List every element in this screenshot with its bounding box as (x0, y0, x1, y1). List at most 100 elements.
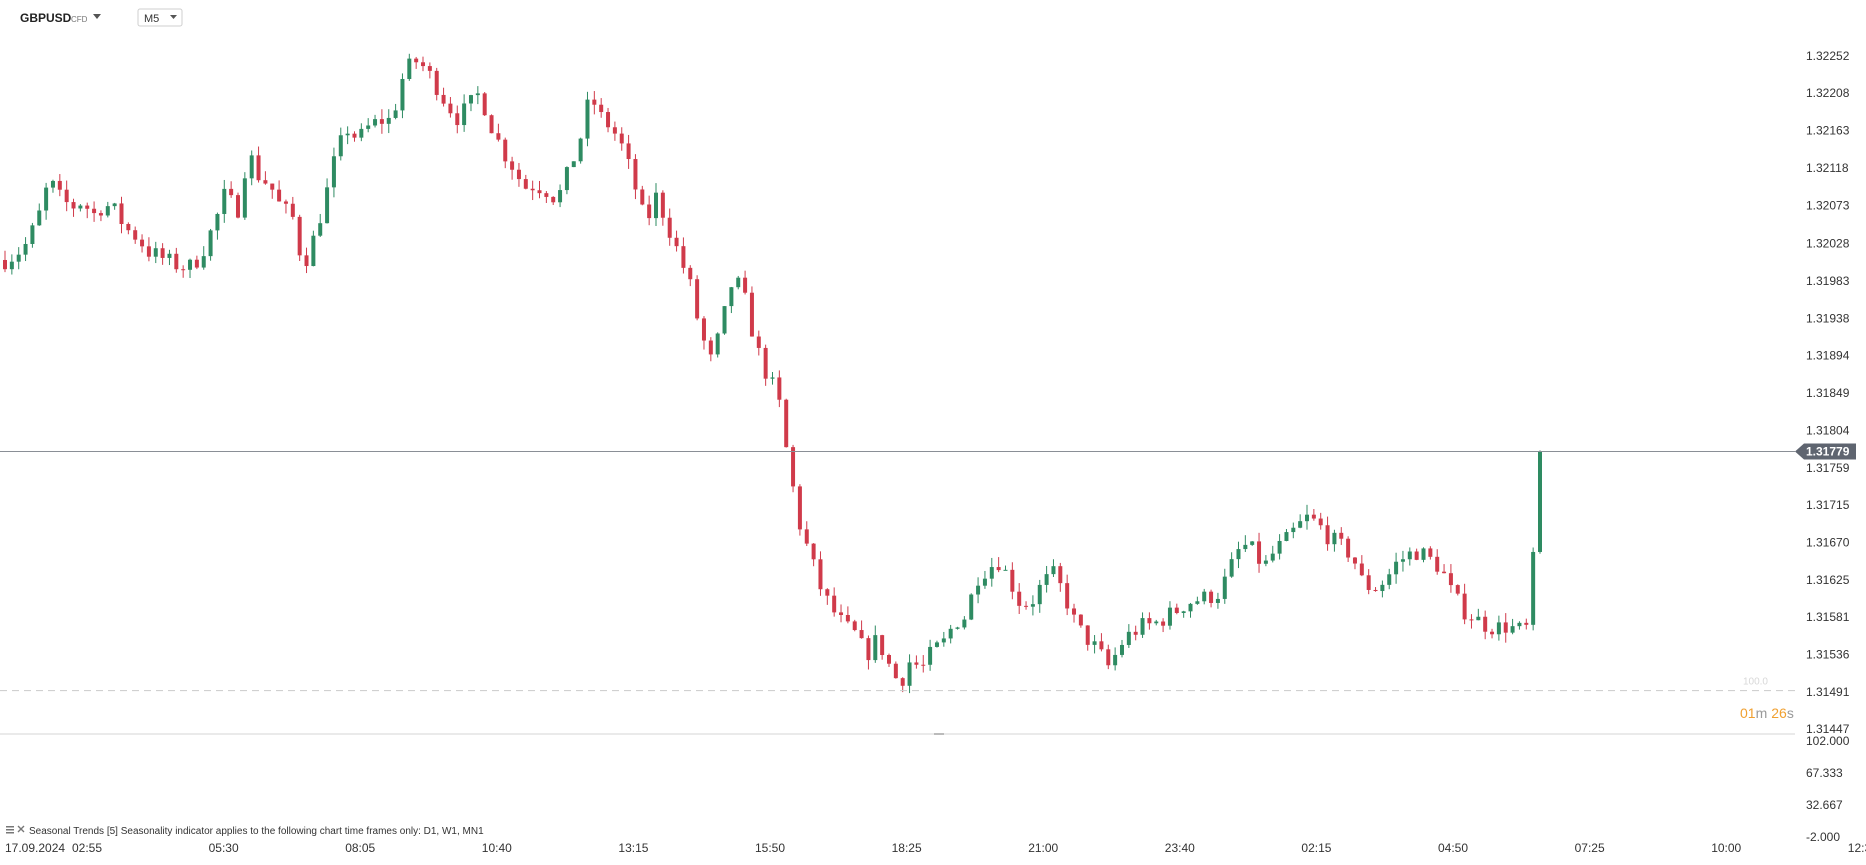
candle-body[interactable] (832, 595, 837, 613)
candle-body[interactable] (44, 187, 49, 211)
candle-body[interactable] (23, 243, 28, 255)
candle-body[interactable] (626, 143, 631, 160)
candle-body[interactable] (9, 261, 14, 270)
candle-body[interactable] (1332, 532, 1337, 545)
candle-body[interactable] (373, 119, 378, 126)
symbol-label[interactable]: GBPUSD (20, 11, 72, 25)
candle-body[interactable] (1181, 611, 1186, 613)
candle-body[interactable] (229, 188, 234, 196)
candle-body[interactable] (599, 104, 604, 113)
candle-body[interactable] (962, 619, 967, 628)
candle-body[interactable] (126, 224, 131, 231)
candle-body[interactable] (1154, 621, 1159, 624)
candle-body[interactable] (1538, 451, 1542, 552)
candle-body[interactable] (941, 638, 946, 643)
candle-body[interactable] (880, 635, 885, 656)
candle-body[interactable] (325, 187, 330, 224)
candle-body[interactable] (722, 306, 727, 334)
candle-body[interactable] (1229, 559, 1234, 577)
candle-body[interactable] (64, 189, 69, 203)
candle-body[interactable] (1065, 583, 1070, 609)
candle-body[interactable] (866, 638, 871, 661)
candle-body[interactable] (50, 180, 55, 188)
candle-body[interactable] (304, 255, 309, 267)
candle-body[interactable] (133, 230, 138, 240)
candle-body[interactable] (194, 259, 199, 268)
candle-body[interactable] (1503, 622, 1508, 633)
candle-body[interactable] (379, 119, 384, 124)
candle-body[interactable] (1140, 618, 1145, 635)
candle-body[interactable] (181, 269, 186, 271)
candle-body[interactable] (496, 133, 501, 140)
candle-body[interactable] (311, 235, 316, 267)
close-indicator-icon[interactable] (17, 825, 25, 833)
candle-body[interactable] (948, 628, 953, 639)
candle-body[interactable] (660, 192, 665, 218)
candle-body[interactable] (1003, 569, 1008, 571)
candle-body[interactable] (1209, 591, 1214, 603)
candle-body[interactable] (1195, 601, 1200, 604)
candle-body[interactable] (1531, 551, 1536, 625)
candle-body[interactable] (366, 125, 371, 129)
candle-body[interactable] (729, 287, 734, 307)
candle-body[interactable] (1325, 525, 1330, 545)
candle-body[interactable] (277, 189, 282, 202)
candle-body[interactable] (647, 204, 652, 219)
candle-body[interactable] (297, 216, 302, 256)
candle-body[interactable] (188, 259, 193, 270)
candle-body[interactable] (592, 99, 597, 105)
candle-body[interactable] (564, 167, 569, 191)
candle-body[interactable] (3, 259, 7, 270)
candle-body[interactable] (105, 206, 110, 216)
candle-body[interactable] (1428, 548, 1433, 557)
candle-body[interactable] (1106, 649, 1111, 666)
candle-body[interactable] (455, 113, 460, 126)
candle-body[interactable] (1346, 538, 1351, 558)
candle-body[interactable] (489, 115, 494, 134)
candle-body[interactable] (174, 253, 179, 270)
candle-body[interactable] (859, 630, 864, 639)
candle-body[interactable] (215, 213, 220, 231)
candle-body[interactable] (695, 279, 700, 319)
candle-body[interactable] (1250, 541, 1255, 545)
candle-body[interactable] (393, 110, 398, 118)
candle-body[interactable] (989, 567, 994, 579)
candle-body[interactable] (1407, 551, 1412, 560)
candle-body[interactable] (1414, 551, 1419, 560)
candle-body[interactable] (92, 208, 97, 214)
candle-body[interactable] (674, 237, 679, 247)
candle-body[interactable] (1085, 625, 1090, 645)
candle-body[interactable] (1291, 527, 1296, 533)
candle-body[interactable] (222, 188, 227, 214)
candle-body[interactable] (462, 103, 467, 126)
candle-body[interactable] (1202, 591, 1207, 602)
candle-body[interactable] (873, 635, 878, 661)
candle-body[interactable] (1510, 626, 1515, 633)
candle-body[interactable] (811, 543, 816, 560)
candle-body[interactable] (934, 642, 939, 647)
candle-body[interactable] (530, 188, 535, 191)
candle-body[interactable] (791, 447, 796, 487)
candle-body[interactable] (1442, 571, 1447, 574)
candle-body[interactable] (551, 196, 556, 203)
menu-icon[interactable] (6, 826, 14, 828)
candle-body[interactable] (1277, 540, 1282, 554)
candle-body[interactable] (263, 180, 268, 184)
candle-body[interactable] (852, 621, 857, 631)
candle-body[interactable] (1421, 548, 1426, 560)
candle-body[interactable] (845, 614, 850, 622)
candle-body[interactable] (914, 662, 919, 665)
candle-body[interactable] (1119, 644, 1124, 655)
candle-body[interactable] (1017, 591, 1022, 606)
candle-body[interactable] (1352, 557, 1357, 564)
candle-body[interactable] (510, 161, 515, 170)
candle-body[interactable] (777, 377, 782, 400)
candle-body[interactable] (434, 70, 439, 95)
candle-body[interactable] (290, 203, 295, 217)
candle-body[interactable] (482, 93, 487, 116)
candle-body[interactable] (797, 486, 802, 530)
candle-body[interactable] (839, 612, 844, 615)
candle-body[interactable] (715, 333, 720, 355)
candle-body[interactable] (1373, 589, 1378, 592)
candle-body[interactable] (1078, 614, 1083, 626)
